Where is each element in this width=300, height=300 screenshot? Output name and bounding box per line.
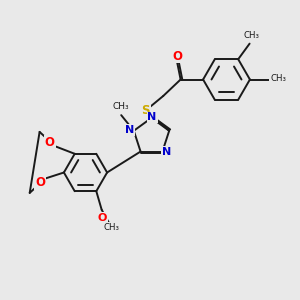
- Text: O: O: [98, 213, 107, 223]
- Text: CH₃: CH₃: [112, 102, 129, 111]
- Text: O: O: [45, 136, 55, 148]
- Text: N: N: [125, 125, 134, 135]
- Text: S: S: [142, 104, 150, 117]
- Text: O: O: [35, 176, 45, 189]
- Text: O: O: [172, 50, 182, 63]
- Text: CH₃: CH₃: [270, 74, 286, 83]
- Text: CH₃: CH₃: [103, 223, 119, 232]
- Text: N: N: [148, 112, 157, 122]
- Text: CH₃: CH₃: [243, 31, 259, 40]
- Text: N: N: [162, 147, 171, 157]
